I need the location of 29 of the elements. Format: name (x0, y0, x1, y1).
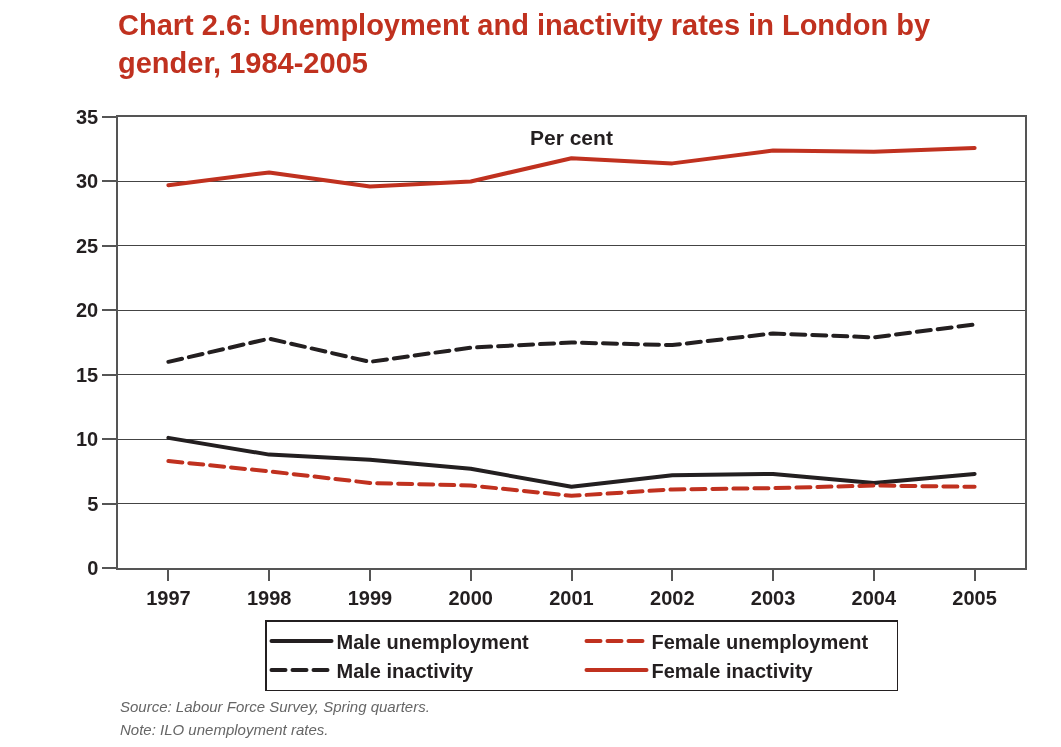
x-tick-label: 2000 (448, 586, 493, 609)
x-tick-label: 2002 (650, 586, 695, 609)
y-tick-label: 35 (76, 106, 99, 128)
y-tick-label: 0 (87, 557, 99, 579)
x-tick-label: 2001 (549, 586, 594, 609)
legend-label: Male unemployment (336, 630, 530, 653)
x-tick-label: 1997 (146, 586, 191, 609)
legend-label: Female unemployment (651, 630, 869, 653)
y-tick-label: 5 (87, 492, 99, 515)
y-tick-label: 15 (76, 363, 99, 386)
line-series (166, 459, 977, 498)
y-tick-label: 25 (76, 234, 99, 257)
y-tick-label: 10 (76, 428, 99, 451)
x-tick-label: 2003 (750, 586, 796, 609)
x-tick-label: 1998 (246, 586, 292, 609)
legend-label: Female inactivity (651, 659, 814, 682)
legend-label: Male inactivity (336, 659, 475, 682)
line-series (166, 322, 977, 364)
text: Note: ILO unemployment rates. (120, 721, 329, 738)
x-tick-label: 2004 (851, 586, 897, 609)
line-series (166, 145, 977, 189)
y-tick-label: 30 (76, 170, 99, 193)
chart-title: Chart 2.6: Unemployment and inactivity rates in London by gender, 1984-2005 (118, 8, 931, 79)
y-axis-title: Per cent (530, 126, 613, 149)
x-tick-label: 2005 (952, 586, 997, 609)
line-series (166, 435, 977, 489)
y-tick-label: 20 (76, 299, 99, 322)
source-note: Source: Labour Force Survey, Spring quarters. (120, 698, 430, 715)
x-tick-label: 1999 (347, 586, 393, 609)
